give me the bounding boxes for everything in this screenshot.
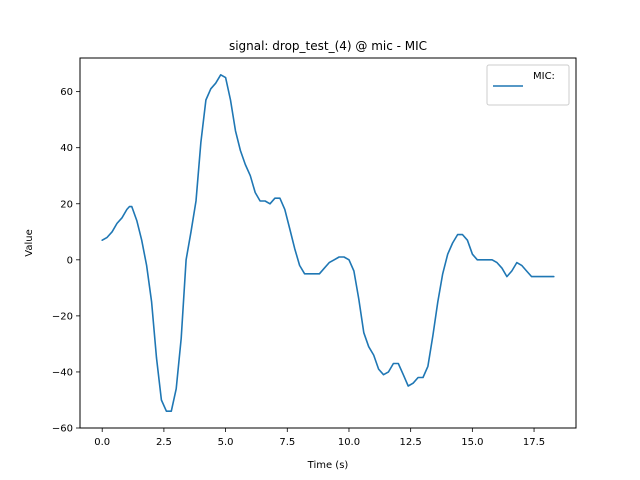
y-tick-label: −60 bbox=[52, 424, 73, 435]
y-tick-label: 0 bbox=[67, 255, 73, 266]
x-tick-label: 2.5 bbox=[156, 437, 172, 448]
x-tick-label: 15.0 bbox=[461, 437, 483, 448]
legend-label-mic: MIC: bbox=[533, 71, 555, 82]
x-tick-label: 12.5 bbox=[400, 437, 422, 448]
y-axis-label: Value bbox=[24, 229, 35, 256]
x-tick-label: 10.0 bbox=[338, 437, 360, 448]
legend: MIC: bbox=[486, 64, 570, 106]
x-tick-label: 7.5 bbox=[279, 437, 295, 448]
x-tick-label: 0.0 bbox=[94, 437, 110, 448]
x-tick-label: 17.5 bbox=[523, 437, 545, 448]
legend-box bbox=[486, 64, 570, 106]
x-axis-label: Time (s) bbox=[307, 460, 349, 471]
x-axis: 0.0 2.5 5.0 7.5 10.0 12.5 15.0 17.5 bbox=[94, 428, 545, 448]
y-tick-label: 40 bbox=[60, 143, 73, 154]
chart-title: signal: drop_test_(4) @ mic - MIC bbox=[229, 39, 427, 53]
y-tick-label: −20 bbox=[52, 311, 73, 322]
y-tick-label: −40 bbox=[52, 367, 73, 378]
y-tick-label: 20 bbox=[60, 199, 73, 210]
y-axis: −60 −40 −20 0 20 40 60 bbox=[52, 87, 80, 435]
series-line-mic bbox=[101, 74, 555, 413]
x-tick-label: 5.0 bbox=[218, 437, 234, 448]
y-tick-label: 60 bbox=[60, 87, 73, 98]
plot-area bbox=[101, 74, 555, 413]
axes-frame bbox=[79, 57, 577, 429]
